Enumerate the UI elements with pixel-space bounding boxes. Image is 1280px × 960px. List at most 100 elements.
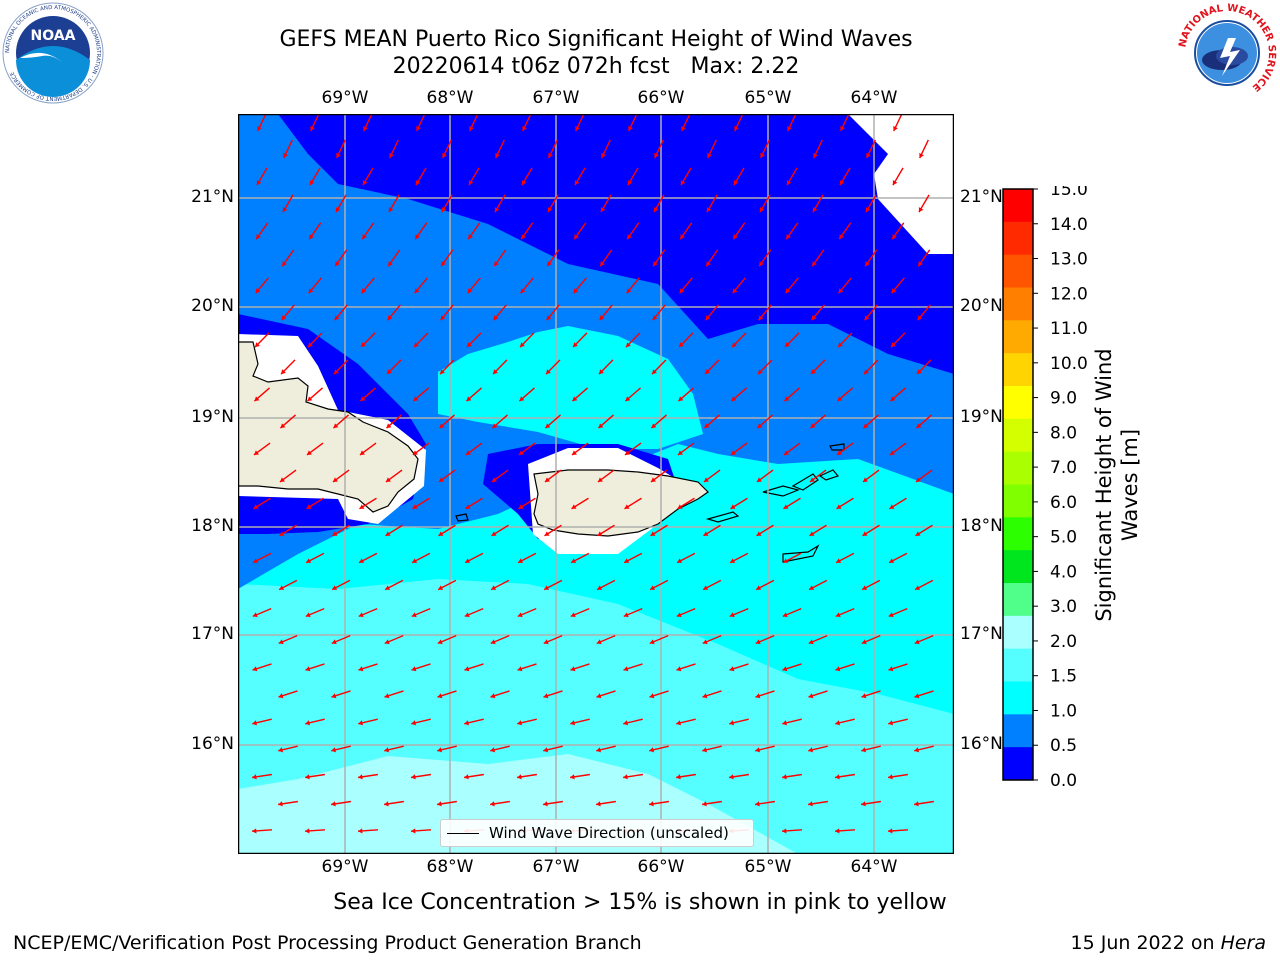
wind-arrow-head [278,639,284,645]
wind-arrow-head [809,585,815,590]
wind-arrow-head [570,612,576,618]
wind-arrow-head [464,774,469,780]
wind-arrow-head [653,207,659,213]
wind-arrow-head [574,234,579,240]
wind-arrow-head [627,234,632,240]
colorbar-swatch [1003,747,1033,781]
wind-arrow-head [494,261,499,267]
wind-arrow-head [574,180,580,186]
wind-arrow-head [597,531,603,536]
wind-arrow-head [437,801,442,807]
wind-arrow-head [813,153,818,159]
wind-arrow-head [361,288,367,294]
wind-arrow-head [703,585,709,590]
wind-arrow-head [336,153,341,159]
wind-arrow-head [597,477,603,482]
wind-arrow-head [600,207,606,213]
footer-host: Hera [1220,932,1266,954]
wind-arrow-head [388,261,393,267]
wind-arrow-head [547,261,552,267]
colorbar-tick-label: 1.0 [1050,701,1077,721]
lon-label-bottom: 64°W [850,857,898,877]
wind-arrow-head [253,558,259,563]
wind-arrow-head [623,612,629,618]
wind-arrow-head [624,558,630,563]
wind-arrow-head [416,126,421,132]
colorbar-swatch [1003,681,1033,715]
wind-arrow-head [335,261,340,267]
wind-arrow-head [864,369,869,375]
wind-arrow-head [332,585,338,590]
wind-arrow-head [809,531,815,536]
lat-label-left: 16°N [191,734,234,754]
wind-arrow-head [892,234,897,240]
wind-arrow-head [305,612,311,618]
wind-arrow-head [441,261,446,267]
wave-height-map [238,114,954,854]
colorbar-tick-label: 1.5 [1050,667,1077,687]
wind-arrow-head [466,396,472,402]
wind-arrow-head [681,126,686,132]
wind-arrow-head [835,720,841,726]
wind-arrow-head [411,612,417,618]
wind-arrow-head [411,774,416,780]
map-subtitle: 20220614 t06z 072h fcst Max: 2.22 [392,54,800,79]
wind-arrow-head [888,774,893,780]
colorbar-swatch [1003,648,1033,682]
wind-arrow-head [469,126,474,132]
wind-arrow-head [729,774,734,780]
wind-arrow-head [521,234,526,240]
wind-arrow-head [785,342,790,348]
wind-arrow-head [331,693,337,699]
wind-arrow-head [308,288,314,294]
wind-arrow-head [387,369,392,375]
wind-arrow-head [252,612,258,618]
wind-arrow-head [282,261,287,267]
wind-arrow-head [838,342,843,348]
lon-label-bottom: 65°W [744,857,792,877]
wind-arrow-head [253,450,259,455]
wind-arrow-head [836,558,842,563]
wind-arrow-head [889,558,895,563]
wind-arrow-head [411,720,417,726]
wind-arrow-head [544,477,550,482]
wind-arrow-head [599,315,605,321]
lat-label-right: 18°N [960,516,1003,536]
wind-arrow-head [861,747,867,753]
wind-arrow-head [624,504,630,509]
wind-arrow-head [518,450,524,455]
wind-arrow-head [517,666,523,672]
wind-arrow-head [283,153,288,159]
wind-arrow-head [359,558,365,563]
wind-arrow-head [651,423,657,429]
lat-label-left: 20°N [191,296,234,316]
wind-arrow-head [597,585,603,590]
wind-arrow-head [358,720,364,726]
wind-arrow-head [702,639,708,645]
wind-arrow-head [653,261,658,267]
lon-label-bottom: 69°W [321,857,369,877]
wind-arrow-head [759,261,764,267]
wind-arrow-head [835,774,840,780]
wind-arrow-head [702,801,707,807]
wind-arrow-head [679,288,685,294]
wind-arrow-head [571,450,577,455]
wind-arrow-head [756,477,762,482]
lat-label-right: 20°N [960,296,1003,316]
wind-arrow-head [545,423,551,429]
wind-arrow-head [599,369,604,375]
wind-arrow-head [916,423,922,429]
wind-arrow-head [782,774,787,780]
wind-arrow-head [838,288,844,294]
wind-arrow-head [282,207,288,213]
wind-arrow-head [809,477,815,482]
wind-arrow-head [862,585,868,590]
wind-arrow-head [757,423,763,429]
wind-arrow-head [649,693,655,699]
wind-arrow-head [362,234,367,240]
wind-arrow-head [279,531,285,536]
wind-arrow-head [705,315,711,321]
wind-arrow-head [840,126,845,132]
wind-arrow-head [467,288,473,294]
wind-arrow-head [782,828,787,834]
